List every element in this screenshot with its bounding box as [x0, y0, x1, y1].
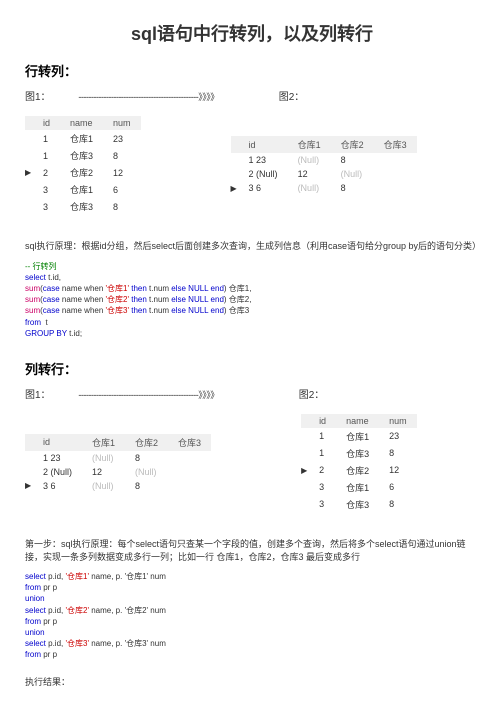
fig1-label: 图1： ------------------------------------… — [25, 88, 219, 103]
section1-fig-labels: 图1： ------------------------------------… — [25, 88, 479, 103]
section1-para: sql执行原理：根据id分组，然后select后面创建多次查询，生成列信息（利用… — [25, 240, 479, 253]
section1-code: -- 行转列 select t.id, sum(case name when '… — [25, 261, 479, 339]
section2-heading: 列转行： — [25, 359, 479, 378]
fig2-label: 图2： — [279, 88, 305, 103]
section1-table1: id name num 1仓库123 1仓库38 ▶2仓库212 3仓库16 3… — [25, 116, 141, 215]
result-label: 执行结果： — [25, 676, 479, 689]
fig2-label-2: 图2： — [299, 386, 325, 401]
section2-fig-labels: 图1： ------------------------------------… — [25, 386, 479, 401]
section2-table1: id 仓库1 仓库2 仓库3 1 23(Null)8 2 (Null)12(Nu… — [25, 434, 211, 493]
page-title: sql语句中行转列，以及列转行 — [25, 20, 479, 46]
section1-table2: id 仓库1 仓库2 仓库3 1 23(Null)8 2 (Null)12(Nu… — [231, 136, 417, 195]
section2-para: 第一步：sql执行原理：每个select语句只查某一个字段的值，创建多个查询，然… — [25, 538, 479, 563]
section2-code: select p.id, '仓库1' name, p. '仓库1' num fr… — [25, 571, 479, 661]
section1-heading: 行转列： — [25, 61, 479, 80]
fig1-label-2: 图1： ------------------------------------… — [25, 386, 219, 401]
section2-table2: id name num 1仓库123 1仓库38 ▶2仓库212 3仓库16 3… — [301, 414, 417, 513]
